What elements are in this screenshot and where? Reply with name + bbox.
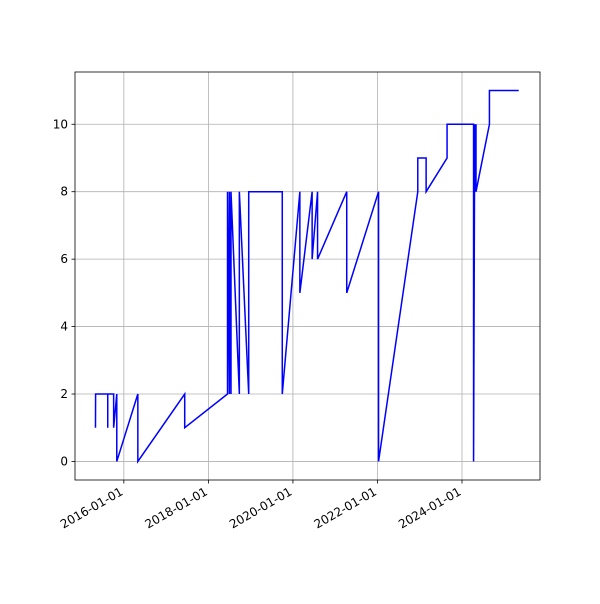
y-tick-label: 8: [60, 185, 68, 199]
x-tick-label: 2018-01-01: [143, 484, 210, 531]
y-tick-label: 2: [60, 387, 68, 401]
x-tick-label: 2022-01-01: [312, 484, 379, 531]
line: [94, 89, 519, 464]
y-tick-label: 6: [60, 252, 68, 266]
x-tick-label: 2016-01-01: [58, 484, 125, 531]
plot-area: [75, 72, 540, 480]
x-tick-label: 2020-01-01: [227, 484, 294, 531]
y-tick-label: 10: [53, 117, 68, 131]
x-tick-label: 2024-01-01: [396, 484, 463, 531]
y-tick-label: 4: [60, 320, 68, 334]
axes-frame: [74, 71, 541, 481]
y-tick-label: 0: [60, 454, 68, 468]
